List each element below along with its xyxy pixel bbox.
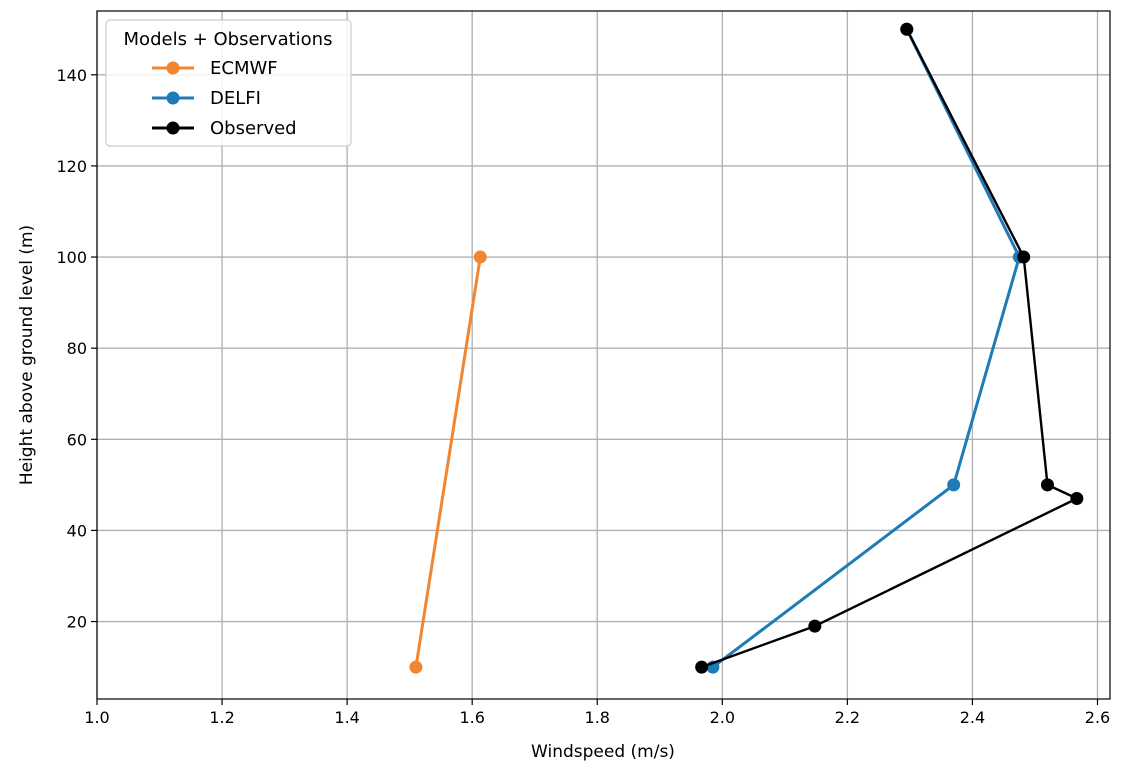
x-tick-label: 2.4 — [960, 708, 985, 727]
x-tick-label: 2.2 — [835, 708, 860, 727]
data-point-observed — [1070, 492, 1084, 506]
series-layer — [409, 22, 1084, 674]
y-tick-label: 100 — [56, 248, 87, 267]
series-observed — [695, 22, 1084, 674]
legend: Models + Observations ECMWF DELFI Observed — [105, 19, 352, 147]
y-tick-label: 140 — [56, 66, 87, 85]
x-tick-label: 2.0 — [710, 708, 735, 727]
y-tick-label: 20 — [67, 613, 87, 632]
data-point-delfi — [947, 478, 961, 492]
x-tick-label: 1.4 — [334, 708, 359, 727]
x-tick-label: 1.2 — [209, 708, 234, 727]
legend-title: Models + Observations — [124, 29, 333, 50]
legend-label-ecmwf: ECMWF — [210, 58, 278, 79]
data-point-observed — [1017, 250, 1031, 264]
y-tick-label: 40 — [67, 521, 87, 540]
axis-ticks: 1.0 1.2 1.4 1.6 1.8 2.0 2.2 2.4 2.6 20 40 60 80 100 12… — [56, 66, 1110, 727]
data-point-ecmwf — [409, 660, 423, 674]
data-point-observed — [695, 660, 709, 674]
series-line-ecmwf — [414, 256, 482, 668]
x-tick-label: 1.0 — [84, 708, 109, 727]
series-line-delfi — [711, 28, 1021, 669]
legend-label-observed: Observed — [210, 118, 297, 139]
x-axis-label: Windspeed (m/s) — [531, 742, 675, 762]
y-tick-label: 120 — [56, 157, 87, 176]
series-ecmwf — [409, 250, 487, 674]
plot-frame — [96, 10, 1111, 700]
x-tick-label: 2.6 — [1085, 708, 1110, 727]
legend-swatch-marker-observed — [166, 121, 180, 135]
legend-box — [105, 19, 352, 147]
data-point-observed — [900, 22, 914, 36]
y-tick-label: 60 — [67, 430, 87, 449]
series-line-observed — [701, 28, 1079, 669]
x-tick-label: 1.8 — [585, 708, 610, 727]
legend-swatch-marker-ecmwf — [166, 61, 180, 75]
legend-swatch-marker-delfi — [166, 91, 180, 105]
x-tick-label: 1.6 — [459, 708, 484, 727]
data-point-observed — [1040, 478, 1054, 492]
legend-label-delfi: DELFI — [210, 88, 261, 109]
data-point-ecmwf — [473, 250, 487, 264]
y-tick-label: 80 — [67, 339, 87, 358]
data-point-observed — [808, 619, 822, 633]
y-axis-label: Height above ground level (m) — [17, 225, 37, 485]
